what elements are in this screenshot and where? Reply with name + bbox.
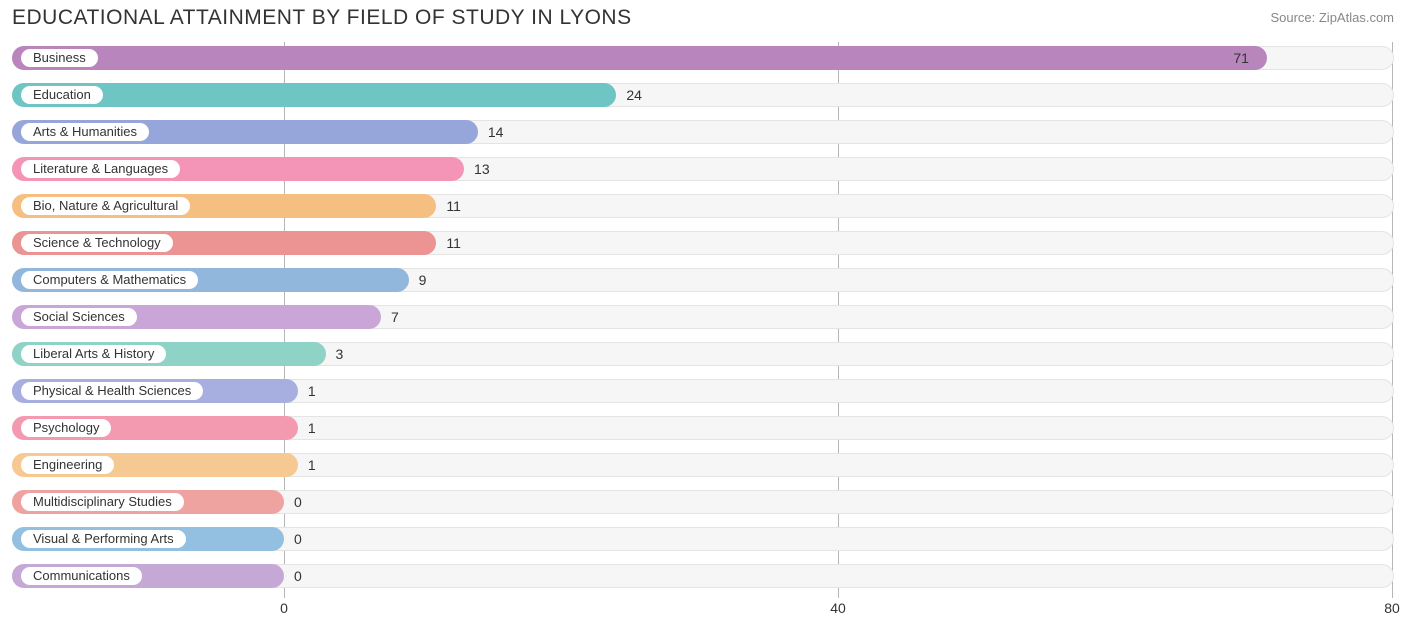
bar-value: 11: [446, 235, 461, 251]
bar-row: Literature & Languages 13: [12, 153, 1394, 185]
bar-value: 3: [336, 346, 344, 362]
bar-value: 0: [294, 494, 302, 510]
bar-label: Psychology: [21, 419, 111, 437]
bar-value: 9: [419, 272, 427, 288]
bar-label: Literature & Languages: [21, 160, 180, 178]
bar-row: Computers & Mathematics 9: [12, 264, 1394, 296]
chart-area: Business71Education24Arts & Humanities14…: [12, 42, 1394, 598]
bar-row: Social Sciences 7: [12, 301, 1394, 333]
bar-row: Psychology 1: [12, 412, 1394, 444]
bar-row: Liberal Arts & History 3: [12, 338, 1394, 370]
bar-label: Science & Technology: [21, 234, 173, 252]
bar-value: 14: [488, 124, 504, 140]
bar-label: Social Sciences: [21, 308, 137, 326]
bar-row: Engineering 1: [12, 449, 1394, 481]
bar-label: Education: [21, 86, 103, 104]
bar-row: Education 24: [12, 79, 1394, 111]
bar-row: Multidisciplinary Studies 0: [12, 486, 1394, 518]
bar-label: Arts & Humanities: [21, 123, 149, 141]
bar-label: Visual & Performing Arts: [21, 530, 186, 548]
bar: [12, 46, 1267, 70]
bar-label: Computers & Mathematics: [21, 271, 198, 289]
bar-value: 1: [308, 420, 316, 436]
bar-value: 0: [294, 531, 302, 547]
bar-label: Physical & Health Sciences: [21, 382, 203, 400]
bar-value: 71: [1233, 50, 1249, 66]
bar-row: Business 71: [12, 42, 1394, 74]
bar-value: 1: [308, 457, 316, 473]
axis-tick: 40: [830, 600, 846, 616]
bar-value: 24: [626, 87, 642, 103]
header: EDUCATIONAL ATTAINMENT BY FIELD OF STUDY…: [0, 0, 1406, 30]
chart-title: EDUCATIONAL ATTAINMENT BY FIELD OF STUDY…: [12, 6, 632, 30]
bar-value: 7: [391, 309, 399, 325]
bar-value: 11: [446, 198, 461, 214]
axis-tick: 80: [1384, 600, 1400, 616]
source-label: Source: ZipAtlas.com: [1270, 6, 1394, 25]
bar-label: Multidisciplinary Studies: [21, 493, 184, 511]
x-axis: 04080: [12, 600, 1394, 620]
axis-tick: 0: [280, 600, 288, 616]
bar-value: 0: [294, 568, 302, 584]
bar-label: Communications: [21, 567, 142, 585]
bar-row: Physical & Health Sciences 1: [12, 375, 1394, 407]
bar-row: Science & Technology 11: [12, 227, 1394, 259]
bar-row: Bio, Nature & Agricultural 11: [12, 190, 1394, 222]
bar-value: 1: [308, 383, 316, 399]
bar-value: 13: [474, 161, 490, 177]
bar-row: Arts & Humanities 14: [12, 116, 1394, 148]
bar-row: Communications 0: [12, 560, 1394, 592]
bar-label: Bio, Nature & Agricultural: [21, 197, 190, 215]
bar-label: Engineering: [21, 456, 114, 474]
bar-label: Liberal Arts & History: [21, 345, 166, 363]
bars-container: Business71Education24Arts & Humanities14…: [12, 42, 1394, 592]
bar-label: Business: [21, 49, 98, 67]
bar-row: Visual & Performing Arts 0: [12, 523, 1394, 555]
